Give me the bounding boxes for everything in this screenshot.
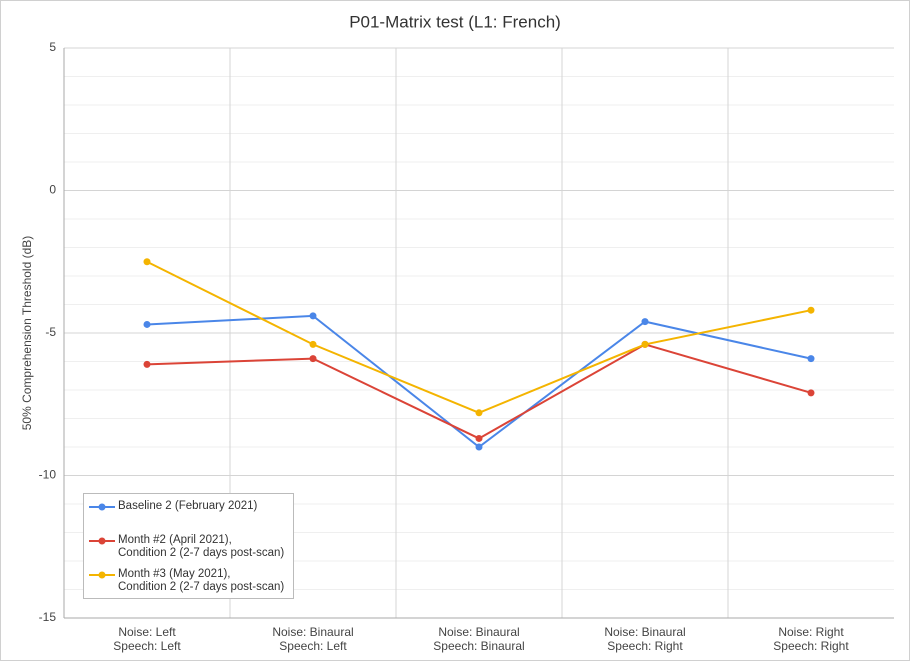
y-tick-label: -10 [39, 468, 57, 482]
data-point [475, 443, 483, 451]
legend: Baseline 2 (February 2021) Month #2 (Apri… [83, 493, 294, 599]
series-line [146, 314, 812, 449]
x-tick-label: Noise: Binaural Speech: Right [604, 625, 686, 653]
y-tick-label: 0 [49, 183, 56, 197]
y-tick-label: -5 [45, 325, 56, 339]
data-point [309, 312, 317, 320]
data-point [807, 355, 815, 363]
legend-label: Month #2 (April 2021), Condition 2 (2-7 … [118, 534, 285, 559]
legend-label: Month #3 (May 2021), Condition 2 (2-7 da… [118, 568, 285, 593]
x-tick-label: Noise: Binaural Speech: Left [272, 625, 354, 653]
data-point [807, 306, 815, 314]
data-point [807, 389, 815, 397]
y-tick-label: -15 [39, 610, 57, 624]
data-point [143, 320, 151, 328]
legend-swatch [89, 571, 115, 579]
data-point [309, 340, 317, 348]
legend-swatch [89, 537, 115, 545]
legend-item: Baseline 2 (February 2021) [88, 500, 293, 530]
y-axis-label: 50% Comprehension Threshold (dB) [20, 236, 34, 431]
legend-item: Month #2 (April 2021), Condition 2 (2-7 … [88, 534, 293, 564]
data-point [641, 318, 649, 326]
data-point [143, 258, 151, 266]
chart-title: P01-Matrix test (L1: French) [349, 12, 561, 31]
legend-item: Month #3 (May 2021), Condition 2 (2-7 da… [88, 568, 293, 598]
data-point [309, 355, 317, 363]
data-point [475, 434, 483, 442]
y-tick-label: 5 [49, 40, 56, 54]
x-tick-label: Noise: Left Speech: Left [113, 625, 181, 653]
data-point [641, 340, 649, 348]
legend-label: Baseline 2 (February 2021) [118, 500, 258, 512]
x-tick-label: Noise: Binaural Speech: Binaural [433, 625, 525, 653]
series-line [146, 343, 812, 440]
x-tick-label: Noise: Right Speech: Right [773, 625, 849, 653]
legend-swatch [89, 503, 115, 511]
data-point [475, 409, 483, 417]
data-point [143, 360, 151, 368]
